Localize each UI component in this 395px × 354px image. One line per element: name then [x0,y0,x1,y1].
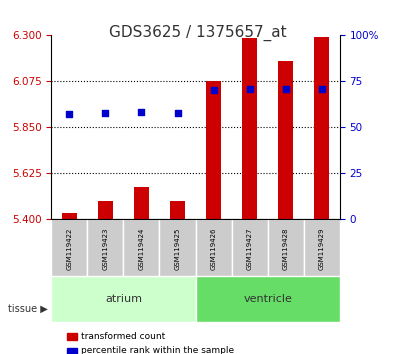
Text: tissue ▶: tissue ▶ [8,303,48,313]
Text: GSM119423: GSM119423 [102,228,108,270]
Point [66,111,73,117]
FancyBboxPatch shape [123,219,160,276]
Text: percentile rank within the sample: percentile rank within the sample [81,346,234,354]
Text: GSM119425: GSM119425 [175,228,181,270]
Point [282,86,289,92]
Text: GSM119426: GSM119426 [211,228,216,270]
Bar [170,201,185,219]
FancyBboxPatch shape [51,219,87,276]
Bar [62,213,77,219]
FancyBboxPatch shape [87,219,123,276]
Point [174,110,181,115]
Text: atrium: atrium [105,294,142,304]
FancyBboxPatch shape [231,219,267,276]
Text: GSM119422: GSM119422 [66,228,72,270]
Bar [278,61,293,219]
Text: GSM119427: GSM119427 [246,228,252,270]
Bar [314,38,329,219]
Text: GSM119424: GSM119424 [139,228,145,270]
FancyBboxPatch shape [304,219,340,276]
FancyBboxPatch shape [160,219,196,276]
Bar [206,81,221,219]
Bar [196,276,340,322]
Bar [98,201,113,219]
Point [211,87,217,92]
FancyBboxPatch shape [196,219,231,276]
FancyBboxPatch shape [267,219,304,276]
Bar [134,187,149,219]
Text: GSM119428: GSM119428 [283,228,289,270]
Text: transformed count: transformed count [81,332,165,341]
Bar [51,276,196,322]
Point [246,86,253,91]
Point [102,110,109,116]
Text: GDS3625 / 1375657_at: GDS3625 / 1375657_at [109,25,286,41]
Bar [243,39,257,219]
Text: ventricle: ventricle [243,294,292,304]
Point [138,109,145,115]
Point [318,86,325,91]
Text: GSM119429: GSM119429 [319,228,325,270]
